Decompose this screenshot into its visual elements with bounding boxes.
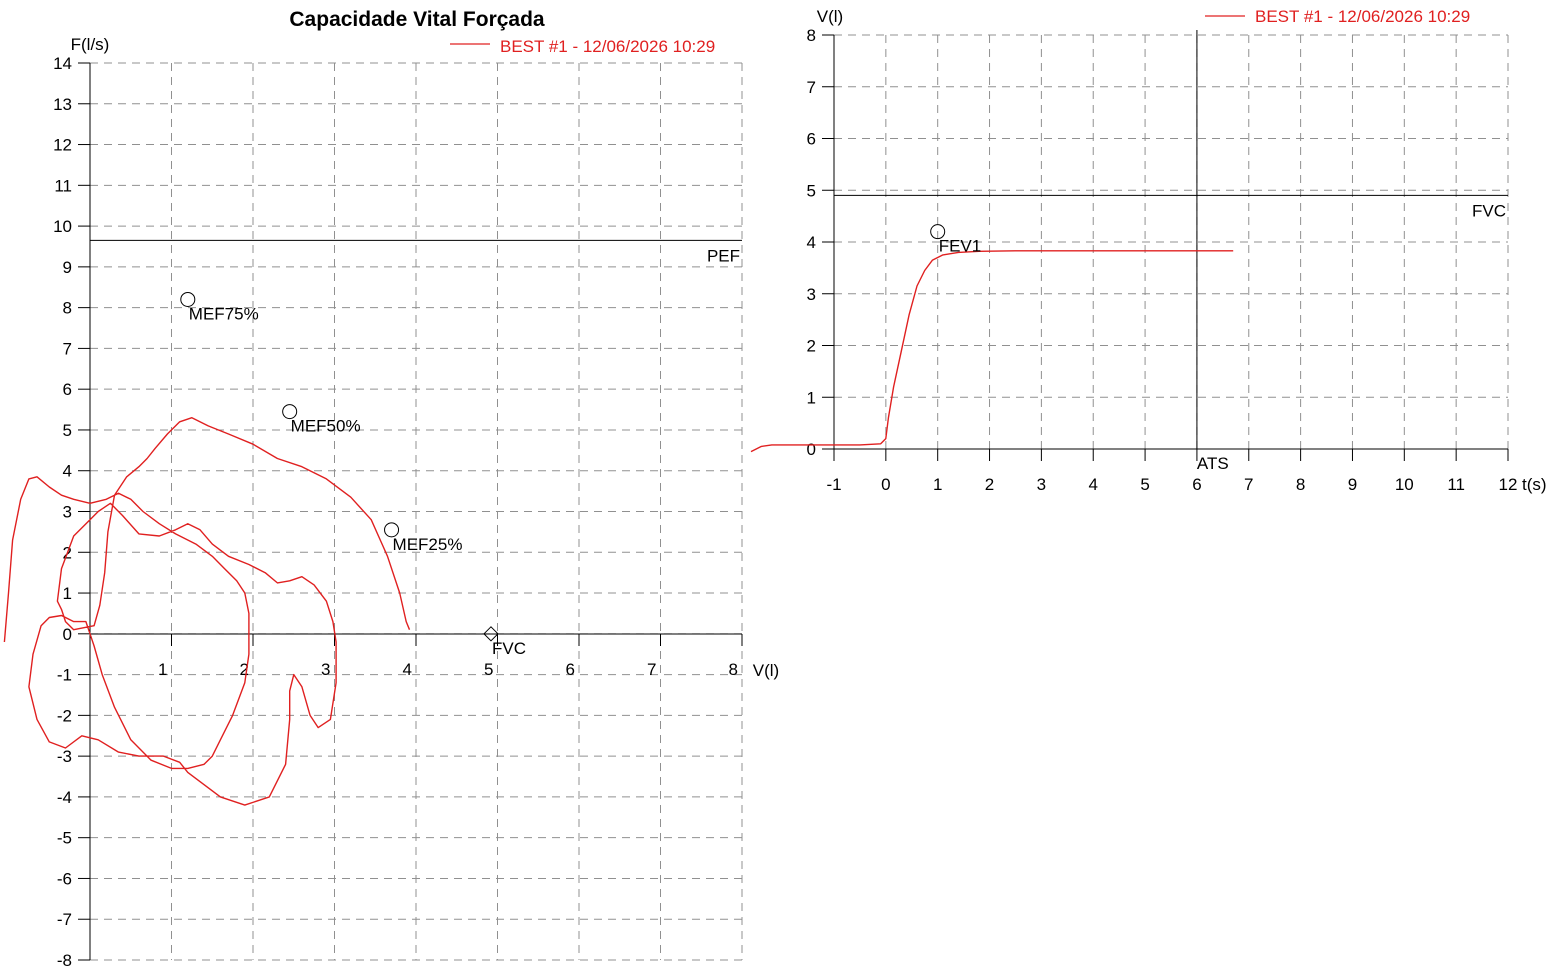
- y-tick-label: 5: [807, 181, 816, 200]
- x-tick-label: 7: [1244, 475, 1253, 494]
- y-tick-label: 0: [807, 440, 816, 459]
- x-tick-label: 8: [1296, 475, 1305, 494]
- marker-label-fvc: FVC: [492, 639, 526, 658]
- legend-label: BEST #1 - 12/06/2026 10:29: [500, 37, 715, 56]
- series-line: [3, 417, 411, 806]
- x-tick-label: 4: [403, 660, 412, 679]
- x-tick-label: 1: [158, 660, 167, 679]
- x-tick-label: 8: [729, 660, 738, 679]
- y-tick-label: 3: [63, 503, 72, 522]
- x-tick-label: -1: [826, 475, 841, 494]
- reference-label-pef: PEF: [707, 246, 740, 265]
- y-tick-label: -7: [57, 910, 72, 929]
- y-tick-label: 2: [807, 337, 816, 356]
- y-tick-label: 6: [63, 380, 72, 399]
- x-tick-label: 12: [1499, 475, 1518, 494]
- x-tick-label: 5: [484, 660, 493, 679]
- x-tick-label: 11: [1447, 475, 1465, 494]
- y-tick-label: -8: [57, 951, 72, 970]
- marker-label-mef75: MEF75%: [189, 304, 259, 323]
- x-tick-label: 6: [1192, 475, 1201, 494]
- x-tick-label: 2: [985, 475, 994, 494]
- marker-mef50: [282, 404, 298, 420]
- marker-fvc: [483, 626, 499, 642]
- y-axis-label: F(l/s): [71, 35, 110, 54]
- marker-label-fev1: FEV1: [939, 237, 982, 256]
- x-tick-label: 9: [1348, 475, 1357, 494]
- x-tick-label: 4: [1088, 475, 1097, 494]
- marker-mef75: [180, 291, 196, 307]
- y-tick-label: 7: [807, 78, 816, 97]
- marker-label-mef25: MEF25%: [393, 535, 463, 554]
- series-line: [750, 250, 1234, 453]
- y-tick-label: -2: [57, 706, 72, 725]
- y-tick-label: 3: [807, 285, 816, 304]
- x-tick-label: 0: [881, 475, 890, 494]
- y-tick-label: -4: [57, 788, 72, 807]
- y-tick-label: 9: [63, 258, 72, 277]
- y-tick-label: 8: [63, 299, 72, 318]
- x-axis-label: t(s): [1522, 475, 1547, 494]
- y-tick-label: -3: [57, 747, 72, 766]
- x-tick-label: 2: [240, 660, 249, 679]
- y-tick-label: 10: [53, 217, 72, 236]
- y-axis-label: V(l): [817, 7, 843, 26]
- reference-label-ats: ATS: [1197, 454, 1229, 473]
- chart-title: Capacidade Vital Forçada: [289, 8, 545, 31]
- marker-label-mef50: MEF50%: [291, 417, 361, 436]
- y-tick-label: -5: [57, 829, 72, 848]
- y-tick-label: 1: [63, 584, 72, 603]
- x-tick-label: 3: [321, 660, 330, 679]
- reference-label-fvc: FVC: [1472, 201, 1506, 220]
- x-tick-label: 3: [1037, 475, 1046, 494]
- marker-mef25: [384, 522, 400, 538]
- y-tick-label: 12: [53, 136, 72, 155]
- x-tick-label: 6: [566, 660, 575, 679]
- y-tick-label: 6: [807, 130, 816, 149]
- x-tick-label: 5: [1140, 475, 1149, 494]
- x-tick-label: 1: [933, 475, 942, 494]
- x-tick-label: 10: [1395, 475, 1414, 494]
- y-tick-label: 0: [63, 625, 72, 644]
- grid: [834, 34, 1509, 450]
- y-tick-label: 1: [807, 388, 816, 407]
- marker-fev1: [930, 224, 946, 240]
- y-tick-label: 8: [807, 26, 816, 45]
- grid: [90, 62, 743, 961]
- legend-label: BEST #1 - 12/06/2026 10:29: [1255, 7, 1470, 26]
- y-tick-label: 14: [53, 54, 72, 73]
- y-tick-label: -1: [57, 666, 72, 685]
- y-tick-label: 4: [63, 462, 72, 481]
- y-tick-label: 7: [63, 339, 72, 358]
- y-tick-label: 11: [54, 176, 72, 195]
- y-tick-label: 5: [63, 421, 72, 440]
- y-tick-label: -6: [57, 869, 72, 888]
- y-tick-label: 13: [53, 95, 72, 114]
- x-axis-label: V(l): [753, 661, 779, 680]
- x-tick-label: 7: [647, 660, 656, 679]
- y-tick-label: 4: [807, 233, 816, 252]
